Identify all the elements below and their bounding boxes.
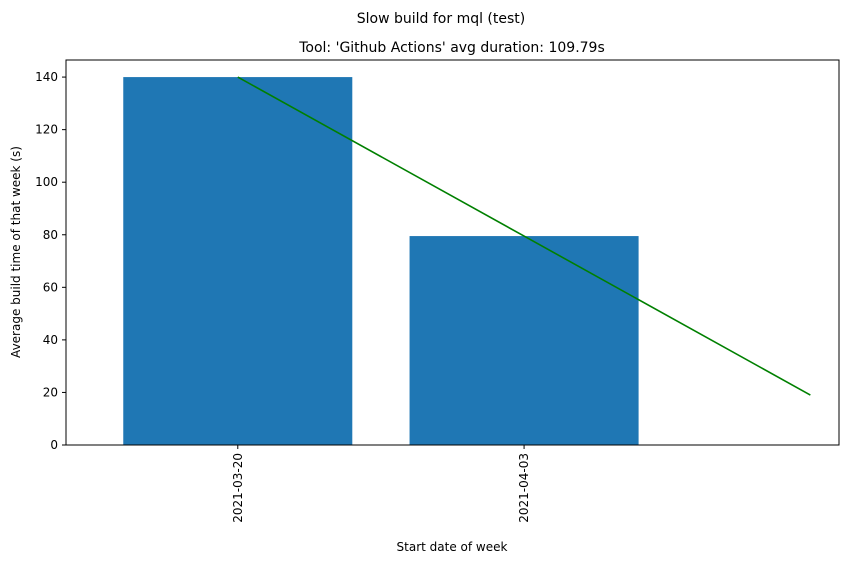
y-axis-label: Average build time of that week (s)	[9, 146, 23, 358]
y-tick-label: 0	[50, 438, 58, 452]
y-ticks-group: 0 20 40 60 80 100 120 140	[35, 70, 66, 452]
y-tick-label: 40	[43, 333, 58, 347]
x-tick-label: 2021-04-03	[517, 453, 531, 523]
bars-group	[123, 77, 639, 445]
bar-2021-04-03	[409, 236, 639, 445]
y-tick-label: 60	[43, 280, 58, 294]
chart-title: Tool: 'Github Actions' avg duration: 109…	[298, 40, 605, 56]
plot-frame	[65, 59, 840, 446]
chart-suptitle: Slow build for mql (test)	[357, 11, 526, 27]
y-tick-label: 140	[35, 70, 58, 84]
y-tick-label: 120	[35, 123, 58, 137]
x-axis-label: Start date of week	[397, 540, 508, 554]
x-ticks-group: 2021-03-20 2021-04-03	[231, 445, 531, 523]
bar-2021-03-20	[123, 77, 353, 445]
y-tick-label: 80	[43, 228, 58, 242]
trend-group	[237, 76, 811, 396]
y-tick-label: 20	[43, 385, 58, 399]
x-tick-label: 2021-03-20	[231, 453, 245, 523]
y-tick-label: 100	[35, 175, 58, 189]
trend-line	[237, 76, 811, 396]
